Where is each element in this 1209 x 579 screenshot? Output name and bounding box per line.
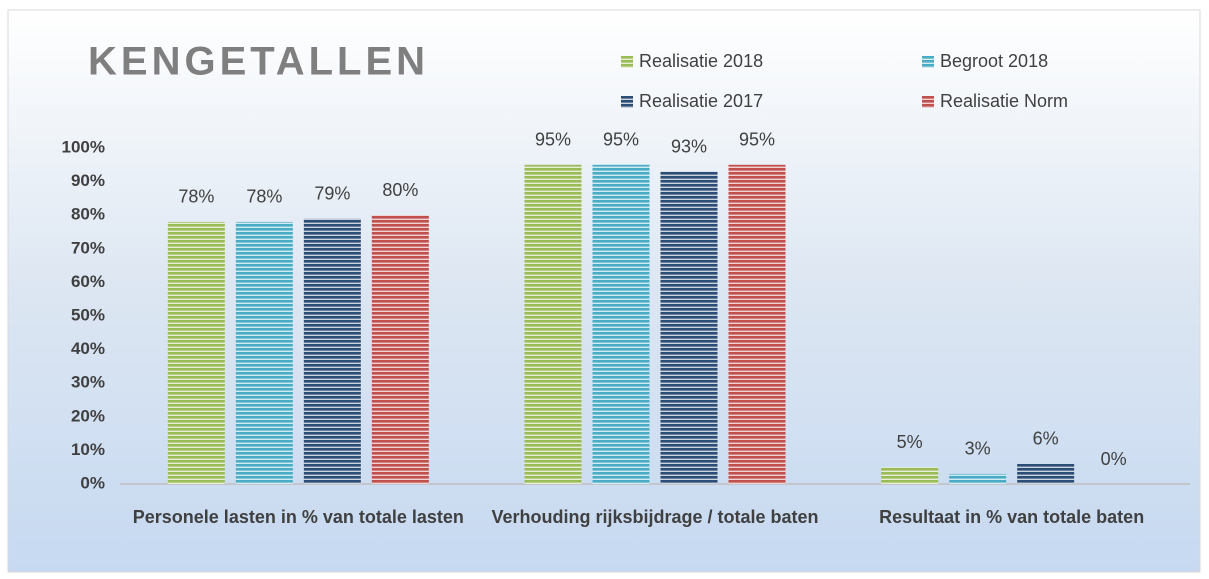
y-tick-label: 60% bbox=[71, 272, 105, 291]
bar bbox=[524, 164, 582, 485]
data-label: 95% bbox=[535, 130, 571, 150]
data-label: 95% bbox=[603, 130, 639, 150]
legend-label: Begroot 2018 bbox=[940, 51, 1048, 71]
data-label: 78% bbox=[178, 187, 214, 207]
legend-swatch bbox=[922, 96, 934, 108]
bar bbox=[728, 164, 786, 485]
data-label: 3% bbox=[965, 439, 991, 459]
bar bbox=[1017, 463, 1075, 484]
x-tick-label: Verhouding rijksbijdrage / totale baten bbox=[491, 507, 819, 527]
bar bbox=[881, 467, 939, 484]
bar bbox=[303, 218, 361, 484]
y-tick-label: 30% bbox=[71, 373, 105, 392]
y-tick-label: 80% bbox=[71, 205, 105, 224]
y-tick-label: 50% bbox=[71, 305, 105, 324]
legend-label: Realisatie 2017 bbox=[639, 91, 763, 111]
x-tick-label: Personele lasten in % van totale lasten bbox=[132, 507, 464, 527]
y-tick-label: 90% bbox=[71, 171, 105, 190]
data-label: 80% bbox=[382, 180, 418, 200]
bar bbox=[167, 221, 225, 485]
y-tick-label: 100% bbox=[62, 137, 105, 156]
data-label: 78% bbox=[246, 187, 282, 207]
data-label: 95% bbox=[739, 130, 775, 150]
legend-label: Realisatie Norm bbox=[940, 91, 1068, 111]
y-tick-label: 70% bbox=[71, 238, 105, 257]
bar bbox=[592, 164, 650, 485]
legend-label: Realisatie 2018 bbox=[639, 51, 763, 71]
y-tick-label: 20% bbox=[71, 406, 105, 425]
bar bbox=[371, 215, 429, 484]
y-tick-label: 10% bbox=[71, 440, 105, 459]
bar bbox=[235, 221, 293, 485]
data-label: 0% bbox=[1101, 449, 1127, 469]
data-label: 79% bbox=[314, 183, 350, 203]
chart-title: KENGETALLEN bbox=[88, 40, 429, 84]
data-label: 5% bbox=[897, 432, 923, 452]
legend-swatch bbox=[621, 56, 633, 68]
bar bbox=[949, 473, 1007, 484]
bar bbox=[660, 171, 718, 484]
legend-swatch bbox=[621, 96, 633, 108]
y-tick-label: 40% bbox=[71, 339, 105, 358]
legend-swatch bbox=[922, 56, 934, 68]
data-label: 93% bbox=[671, 136, 707, 156]
x-tick-label: Resultaat in % van totale baten bbox=[879, 507, 1145, 527]
y-tick-label: 0% bbox=[80, 473, 105, 492]
data-label: 6% bbox=[1033, 429, 1059, 449]
